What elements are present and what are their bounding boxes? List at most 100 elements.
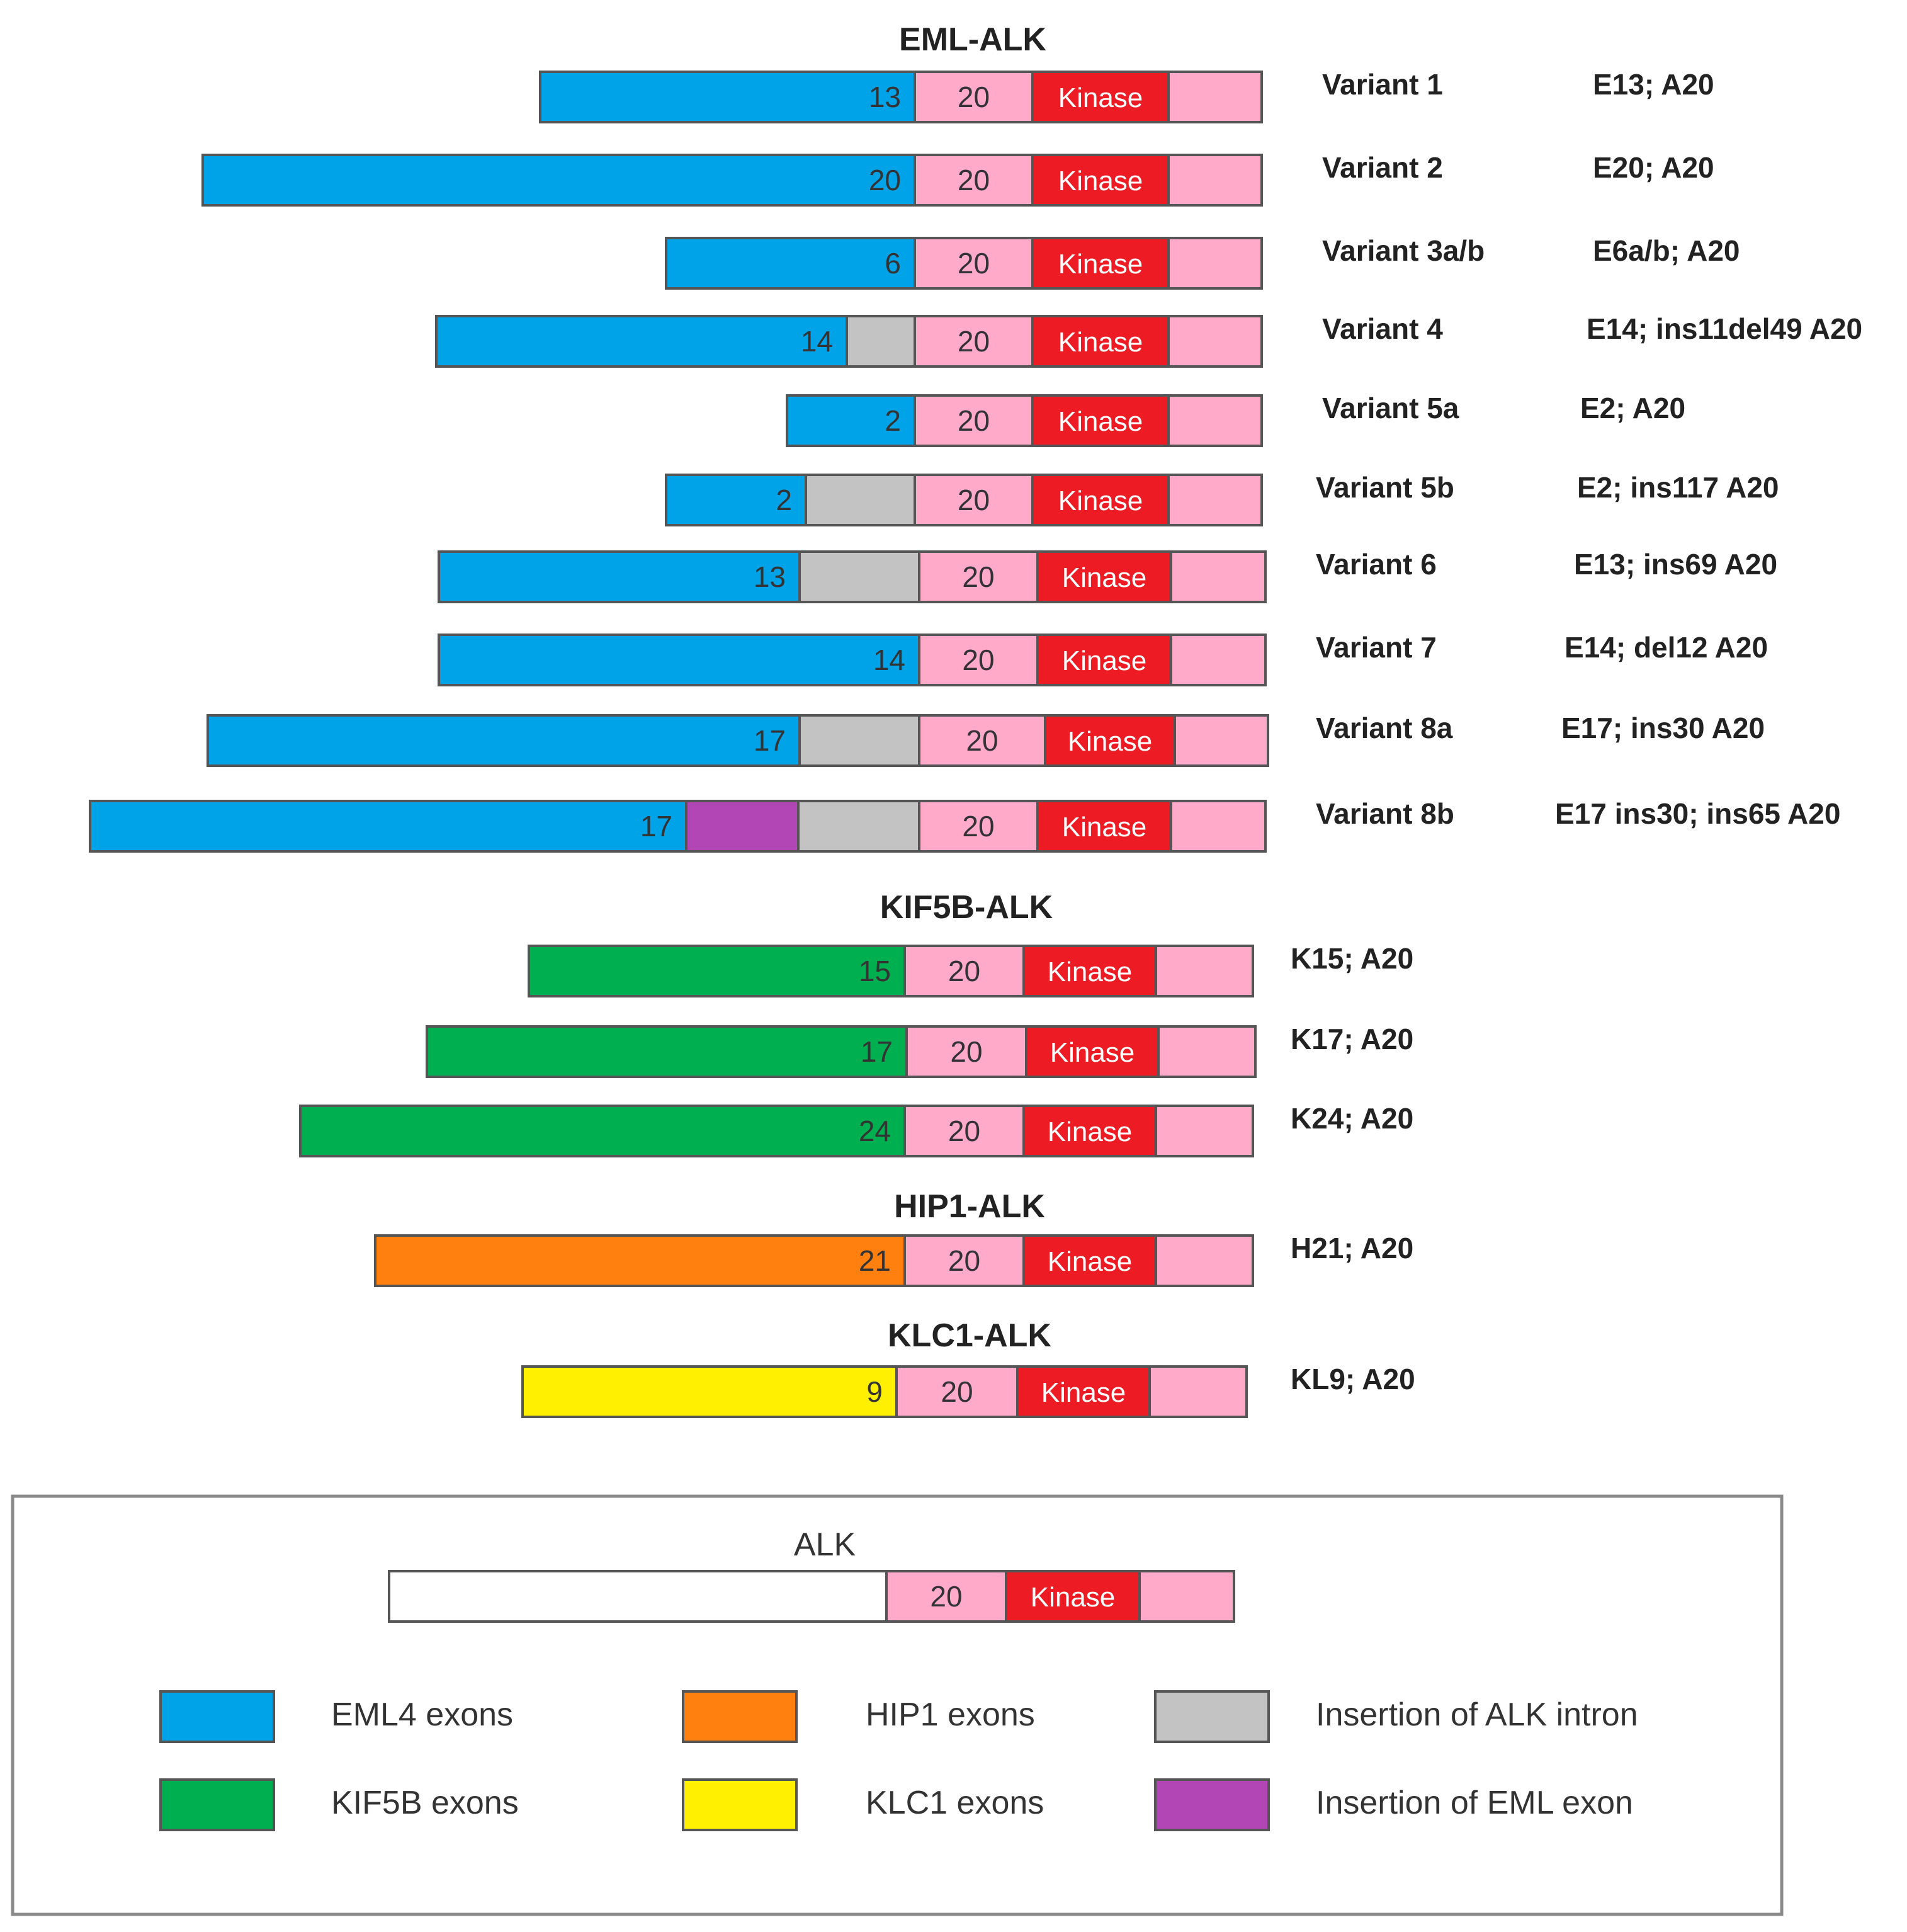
kinase-domain-segment [1031,237,1170,290]
fusion-row: 13 20 Kinase Variant 1 E13; A20 [539,68,1714,123]
legend-label: EML4 exons [331,1696,513,1733]
variant-name: Variant 1 [1322,68,1443,101]
exon20-label: 20 [962,560,994,593]
exon-number-label: 13 [869,81,901,113]
fusion-row: 21 20 Kinase H21; A20 [374,1232,1413,1287]
exon-number-label: 14 [873,644,905,676]
alk-tail-segment [1167,394,1263,447]
alk-tail-segment [1170,550,1267,603]
legend-swatch-KLC1 [682,1778,798,1831]
fusion-row: 2 20 Kinase Variant 5b E2; ins117 A20 [665,471,1779,526]
segment-intron [846,315,916,368]
exon20-label: 20 [958,164,990,196]
segment-KIF5B [299,1105,906,1157]
segment-intron [798,550,920,603]
segment-EML4 [201,154,916,207]
alk-exon20-segment [914,394,1034,447]
group-title: KIF5B-ALK [880,889,1053,926]
variant-code: E20; A20 [1593,151,1714,184]
alk-tail-segment [1155,1234,1254,1287]
exon20-label: 20 [966,724,998,757]
variant-code: E14; ins11del49 A20 [1587,312,1862,345]
alk-exon20-segment [918,634,1039,686]
exon20-label: 20 [958,404,990,437]
kinase-label: Kinase [1048,957,1133,987]
alk-exon20-segment [914,154,1034,207]
legend-swatch-emlExon [1154,1778,1270,1831]
segment-EML4 [438,550,801,603]
alk-tail-segment [1170,800,1267,853]
alk-exon20-segment [895,1365,1019,1418]
kinase-domain-segment [1044,714,1176,767]
fusion-row: 17 20 Kinase Variant 8a E17; ins30 A20 [207,712,1765,767]
alk-tail-segment [1155,945,1254,997]
kinase-label: Kinase [1041,1377,1126,1408]
exon20-label: 20 [941,1375,973,1408]
fusion-row: 24 20 Kinase K24; A20 [299,1102,1413,1157]
fusion-row: 20 20 Kinase Variant 2 E20; A20 [201,151,1714,207]
fusion-groups: EML-ALK 13 20 Kinase Variant 1 E13; A20 20 20 Ki… [89,21,1862,1418]
kinase-domain-segment [1031,315,1170,368]
legend-label: Insertion of ALK intron [1316,1696,1638,1733]
kinase-label: Kinase [1048,1117,1133,1147]
segment-KIF5B [528,945,906,997]
exon-number-label: 17 [754,724,786,757]
group-title: HIP1-ALK [894,1188,1045,1225]
alk-tail-segment [1167,237,1263,290]
variant-code: K15; A20 [1291,942,1413,975]
alk-tail-segment [1174,714,1269,767]
fusion-row: 2 20 Kinase Variant 5a E2; A20 [786,392,1685,447]
fusion-row: 15 20 Kinase K15; A20 [528,942,1413,997]
alk-exon20-segment [918,800,1039,853]
kinase-domain-segment [1031,71,1170,123]
legend-label: HIP1 exons [866,1696,1035,1733]
legend-label: KIF5B exons [331,1785,519,1821]
variant-name: Variant 3a/b [1322,234,1485,267]
kinase-label: Kinase [1062,812,1147,843]
segment-EML4 [435,315,848,368]
variant-code: K24; A20 [1291,1102,1413,1135]
kinase-domain-segment [1031,474,1170,526]
variant-code: K17; A20 [1291,1023,1413,1055]
fusion-row: 6 20 Kinase Variant 3a/b E6a/b; A20 [665,234,1740,290]
legend-label: Insertion of EML exon [1316,1785,1633,1821]
alk-tail-segment [1138,1570,1235,1623]
variant-code: E14; del12 A20 [1565,631,1768,664]
exon-number-label: 20 [869,164,901,196]
kinase-label: Kinase [1031,1582,1116,1613]
kinase-label: Kinase [1048,1246,1133,1277]
alk-exon20-segment [903,1105,1025,1157]
alk-tail-segment [1155,1105,1254,1157]
exon-number-label: 15 [859,955,891,987]
variant-code: E2; A20 [1580,392,1685,424]
alk-tail-segment [1167,71,1263,123]
variant-code: E17; ins30 A20 [1561,712,1765,744]
exon20-label: 20 [958,325,990,358]
exon-number-label: 24 [859,1115,891,1147]
kinase-label: Kinase [1062,562,1147,593]
segment-EML4 [665,237,916,290]
exon-number-label: 6 [885,247,901,280]
exon20-label: 20 [930,1580,962,1613]
kinase-domain-segment [1036,550,1172,603]
alk-exon20-segment [918,714,1046,767]
alk-reference-title: ALK [794,1526,856,1563]
variant-name: Variant 2 [1322,151,1443,184]
variant-name: Variant 8a [1316,712,1453,744]
alk-exon20-segment [914,71,1034,123]
alk-exon20-segment [905,1025,1027,1078]
segment-emlExon [685,800,800,853]
variant-name: Variant 8b [1316,797,1454,830]
alk-exon20-segment [903,1234,1025,1287]
exon20-label: 20 [950,1035,982,1068]
legend-swatch-EML4 [159,1690,275,1743]
alk-tail-segment [1148,1365,1248,1418]
exon-number-label: 14 [801,325,833,358]
segment-EML4 [207,714,801,767]
segment-EML4 [786,394,916,447]
legend-label: KLC1 exons [866,1785,1044,1821]
exon-number-label: 2 [885,404,901,437]
kinase-label: Kinase [1058,486,1143,516]
kinase-label: Kinase [1068,726,1153,757]
